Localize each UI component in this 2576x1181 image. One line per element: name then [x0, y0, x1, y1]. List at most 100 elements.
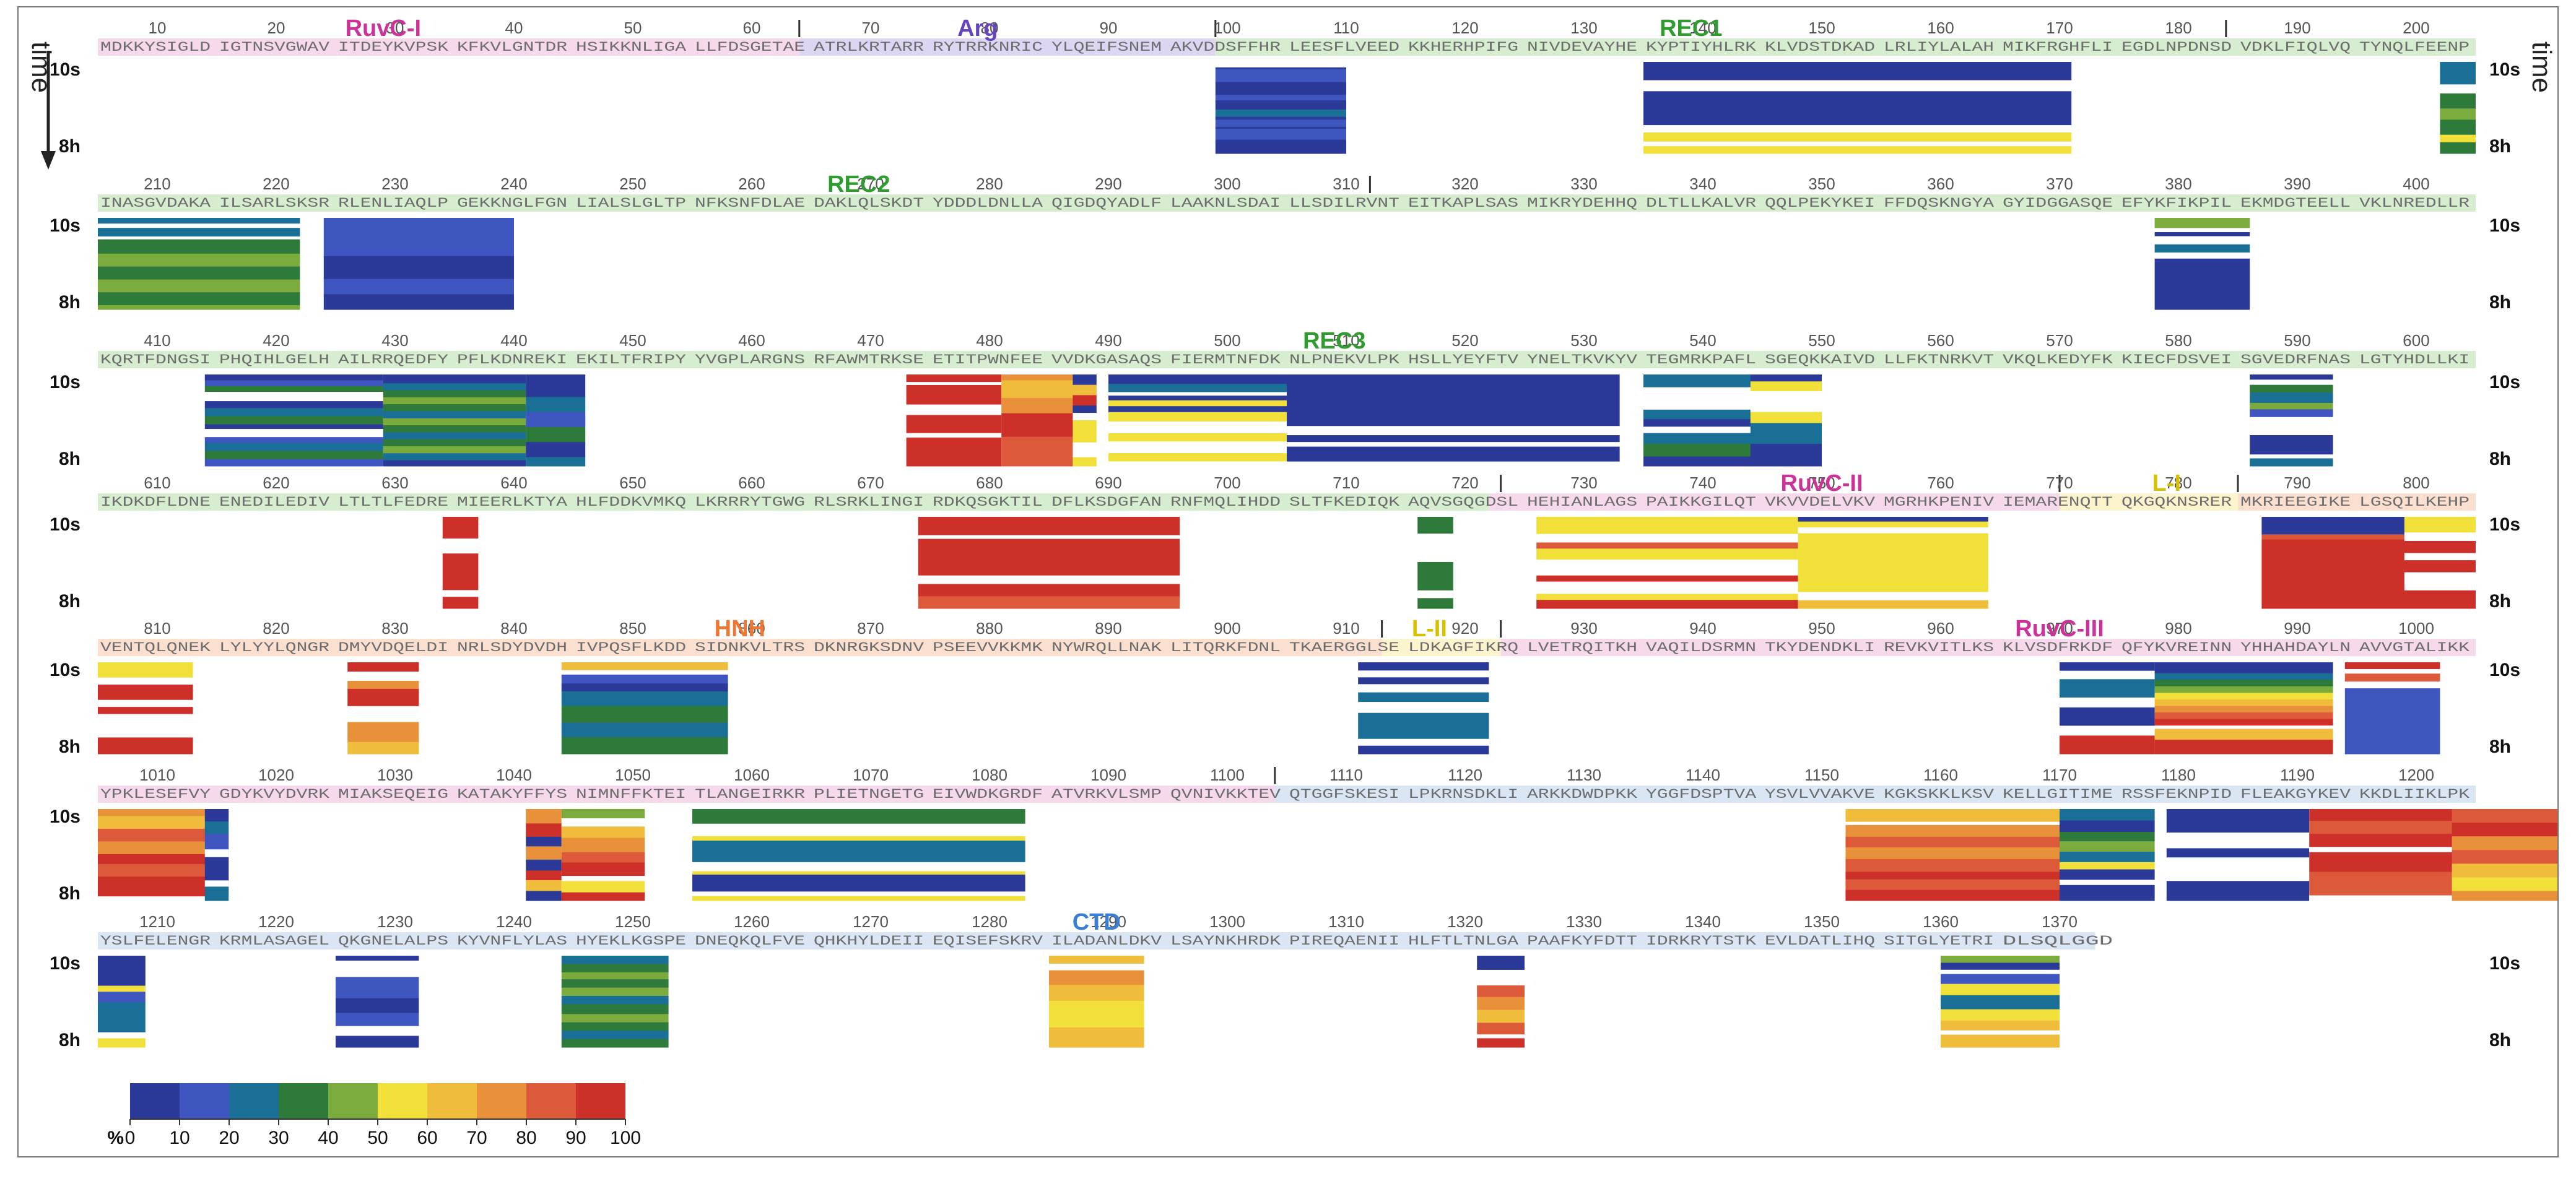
heatmap-band	[561, 737, 728, 755]
sequence-text: SITGLYETRI	[1884, 933, 1994, 949]
domain-band	[2238, 493, 2476, 511]
sequence-text: EQISEFSKRV	[933, 933, 1043, 949]
heatmap-band	[1049, 970, 1144, 985]
heatmap-band	[383, 374, 526, 384]
residue-tick-label: 1050	[615, 766, 651, 784]
residue-tick-label: 250	[619, 175, 646, 193]
residue-tick-label: 210	[144, 175, 170, 193]
heatmap-band	[1941, 1020, 2060, 1031]
heatmap-band	[1049, 956, 1144, 964]
residue-tick-label: 170	[2046, 19, 2073, 37]
heatmap-band	[2154, 740, 2333, 755]
time-label-8h-left: 8h	[59, 449, 80, 469]
residue-tick-label: 130	[1570, 19, 1597, 37]
residue-tick-label: 890	[1095, 619, 1121, 638]
heatmap-band	[1941, 984, 2060, 996]
sequence-text: HLFTLTNLGA	[1408, 933, 1519, 949]
residue-tick-label: 1120	[1448, 766, 1482, 784]
heatmap-band	[336, 956, 419, 961]
residue-tick-label: 100	[1214, 19, 1240, 37]
sequence-text: AVVGTALIKK	[2359, 640, 2470, 655]
heatmap-band	[98, 218, 300, 224]
heatmap-band	[1477, 985, 1525, 998]
residue-tick-label: 430	[381, 331, 408, 350]
sequence-text: HYEKLKGSPE	[576, 933, 686, 949]
heatmap-band	[2309, 872, 2476, 896]
sequence-text: KKHERHPIFG	[1408, 40, 1518, 55]
residue-tick-label: 780	[2165, 474, 2191, 492]
time-label-8h-left: 8h	[59, 591, 80, 612]
sequence-text: NLPNEKVLPK	[1289, 352, 1400, 368]
residue-tick-label: 1230	[377, 912, 413, 931]
heatmap-band	[1215, 116, 1346, 120]
sequence-text: LIALSLGLTP	[576, 196, 686, 211]
heatmap-gap	[2154, 252, 2250, 259]
heatmap-band	[2440, 119, 2476, 136]
domain-label: CTD	[1073, 909, 1121, 935]
heatmap-band	[561, 826, 645, 839]
heatmap-band	[1108, 384, 1287, 392]
domain-label: RuvC-I	[346, 15, 421, 41]
domain-label: RuvC-III	[2015, 616, 2104, 642]
heatmap-gap	[204, 429, 383, 438]
time-label-10s-left: 10s	[50, 953, 80, 974]
heatmap-band	[1643, 132, 2072, 142]
residue-tick-label: 1240	[496, 912, 532, 931]
sequence-text: NYWRQLLNAK	[1051, 640, 1162, 655]
sequence-text: DKNRGKSDNV	[814, 640, 925, 655]
sequence-text: ITDEYKVPSK	[338, 40, 449, 55]
heatmap-band	[204, 424, 383, 430]
sequence-text: KELLGITIME	[2003, 787, 2113, 802]
sequence-text: MIAKSEQEIG	[338, 787, 448, 802]
heatmap-gap	[2060, 725, 2155, 736]
residue-tick-label: 380	[2165, 175, 2191, 193]
heatmap-band	[2440, 142, 2476, 154]
heatmap-band	[98, 707, 193, 714]
heatmap-band	[1477, 1010, 1525, 1023]
heatmap-gap	[2060, 670, 2155, 680]
heatmap-gap	[1798, 592, 1988, 601]
residue-tick-label: 520	[1451, 331, 1478, 350]
heatmap-band	[98, 662, 193, 678]
heatmap-band	[2060, 885, 2155, 901]
residue-tick-label: 1200	[2398, 766, 2434, 784]
sequence-text: KYVNFLYLAS	[457, 933, 567, 949]
colorbar-swatch	[229, 1083, 279, 1119]
heatmap-band	[1001, 380, 1085, 399]
time-label-10s-left: 10s	[50, 215, 80, 236]
heatmap-gap	[2250, 417, 2333, 436]
heatmap-gap	[561, 670, 728, 675]
heatmap-gap	[2166, 857, 2310, 881]
heatmap-band	[204, 886, 229, 901]
residue-tick-label: 460	[738, 331, 765, 350]
heatmap-band	[1073, 405, 1097, 413]
heatmap-gap	[1073, 413, 1097, 421]
heatmap-band	[2452, 863, 2557, 878]
residue-tick-label: 1060	[734, 766, 770, 784]
residue-tick-label: 1320	[1447, 912, 1483, 931]
sequence-text: TYNQLFEENP	[2359, 40, 2469, 55]
residue-tick-label: 1040	[496, 766, 532, 784]
sequence-text: EFYKFIKPIL	[2121, 196, 2232, 211]
residue-tick-label: 570	[2046, 331, 2073, 350]
sequence-text: TKYDENDKLI	[1765, 640, 1875, 655]
heatmap-band	[561, 662, 728, 671]
residue-tick-label: 730	[1570, 474, 1597, 492]
heatmap-band	[561, 892, 645, 901]
heatmap-band	[1536, 594, 1798, 600]
heatmap-band	[1750, 423, 1822, 444]
heatmap-band	[561, 852, 645, 863]
time-label-8h-left: 8h	[59, 136, 80, 157]
heatmap-band	[98, 279, 300, 293]
heatmap-band	[561, 1022, 669, 1031]
colorbar-tick-label: 0	[125, 1128, 136, 1148]
heatmap-band	[1001, 436, 1085, 467]
residue-tick-label: 70	[862, 19, 880, 37]
heatmap-band	[526, 859, 562, 871]
sequence-text: QKGQKNSRER	[2121, 495, 2232, 510]
heatmap-band	[1798, 521, 1988, 528]
sequence-text: QHKHYLDEII	[814, 933, 924, 949]
sequence-text: ENEDILEDIV	[219, 495, 330, 510]
heatmap-gap	[692, 823, 1025, 837]
heatmap-band	[2154, 693, 2333, 700]
